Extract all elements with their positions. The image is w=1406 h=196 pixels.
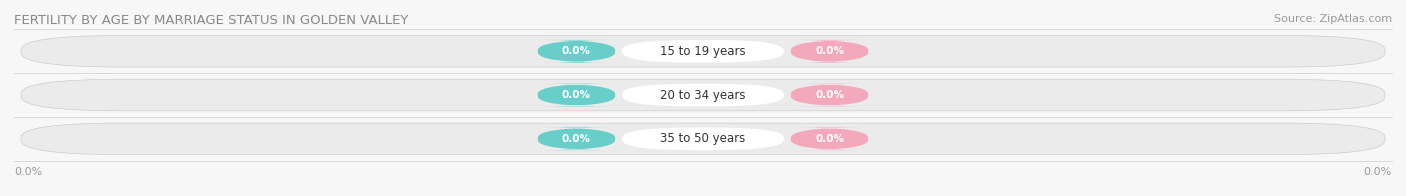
Text: 0.0%: 0.0% <box>815 134 844 144</box>
Text: 0.0%: 0.0% <box>1364 167 1392 177</box>
Text: 35 to 50 years: 35 to 50 years <box>661 132 745 145</box>
Text: 0.0%: 0.0% <box>562 134 591 144</box>
Text: FERTILITY BY AGE BY MARRIAGE STATUS IN GOLDEN VALLEY: FERTILITY BY AGE BY MARRIAGE STATUS IN G… <box>14 14 408 27</box>
Text: 0.0%: 0.0% <box>562 46 591 56</box>
Text: 20 to 34 years: 20 to 34 years <box>661 89 745 102</box>
Text: 0.0%: 0.0% <box>815 46 844 56</box>
Text: 0.0%: 0.0% <box>815 90 844 100</box>
Text: Source: ZipAtlas.com: Source: ZipAtlas.com <box>1274 14 1392 24</box>
Text: 15 to 19 years: 15 to 19 years <box>661 45 745 58</box>
Text: 0.0%: 0.0% <box>562 90 591 100</box>
Text: 0.0%: 0.0% <box>14 167 42 177</box>
